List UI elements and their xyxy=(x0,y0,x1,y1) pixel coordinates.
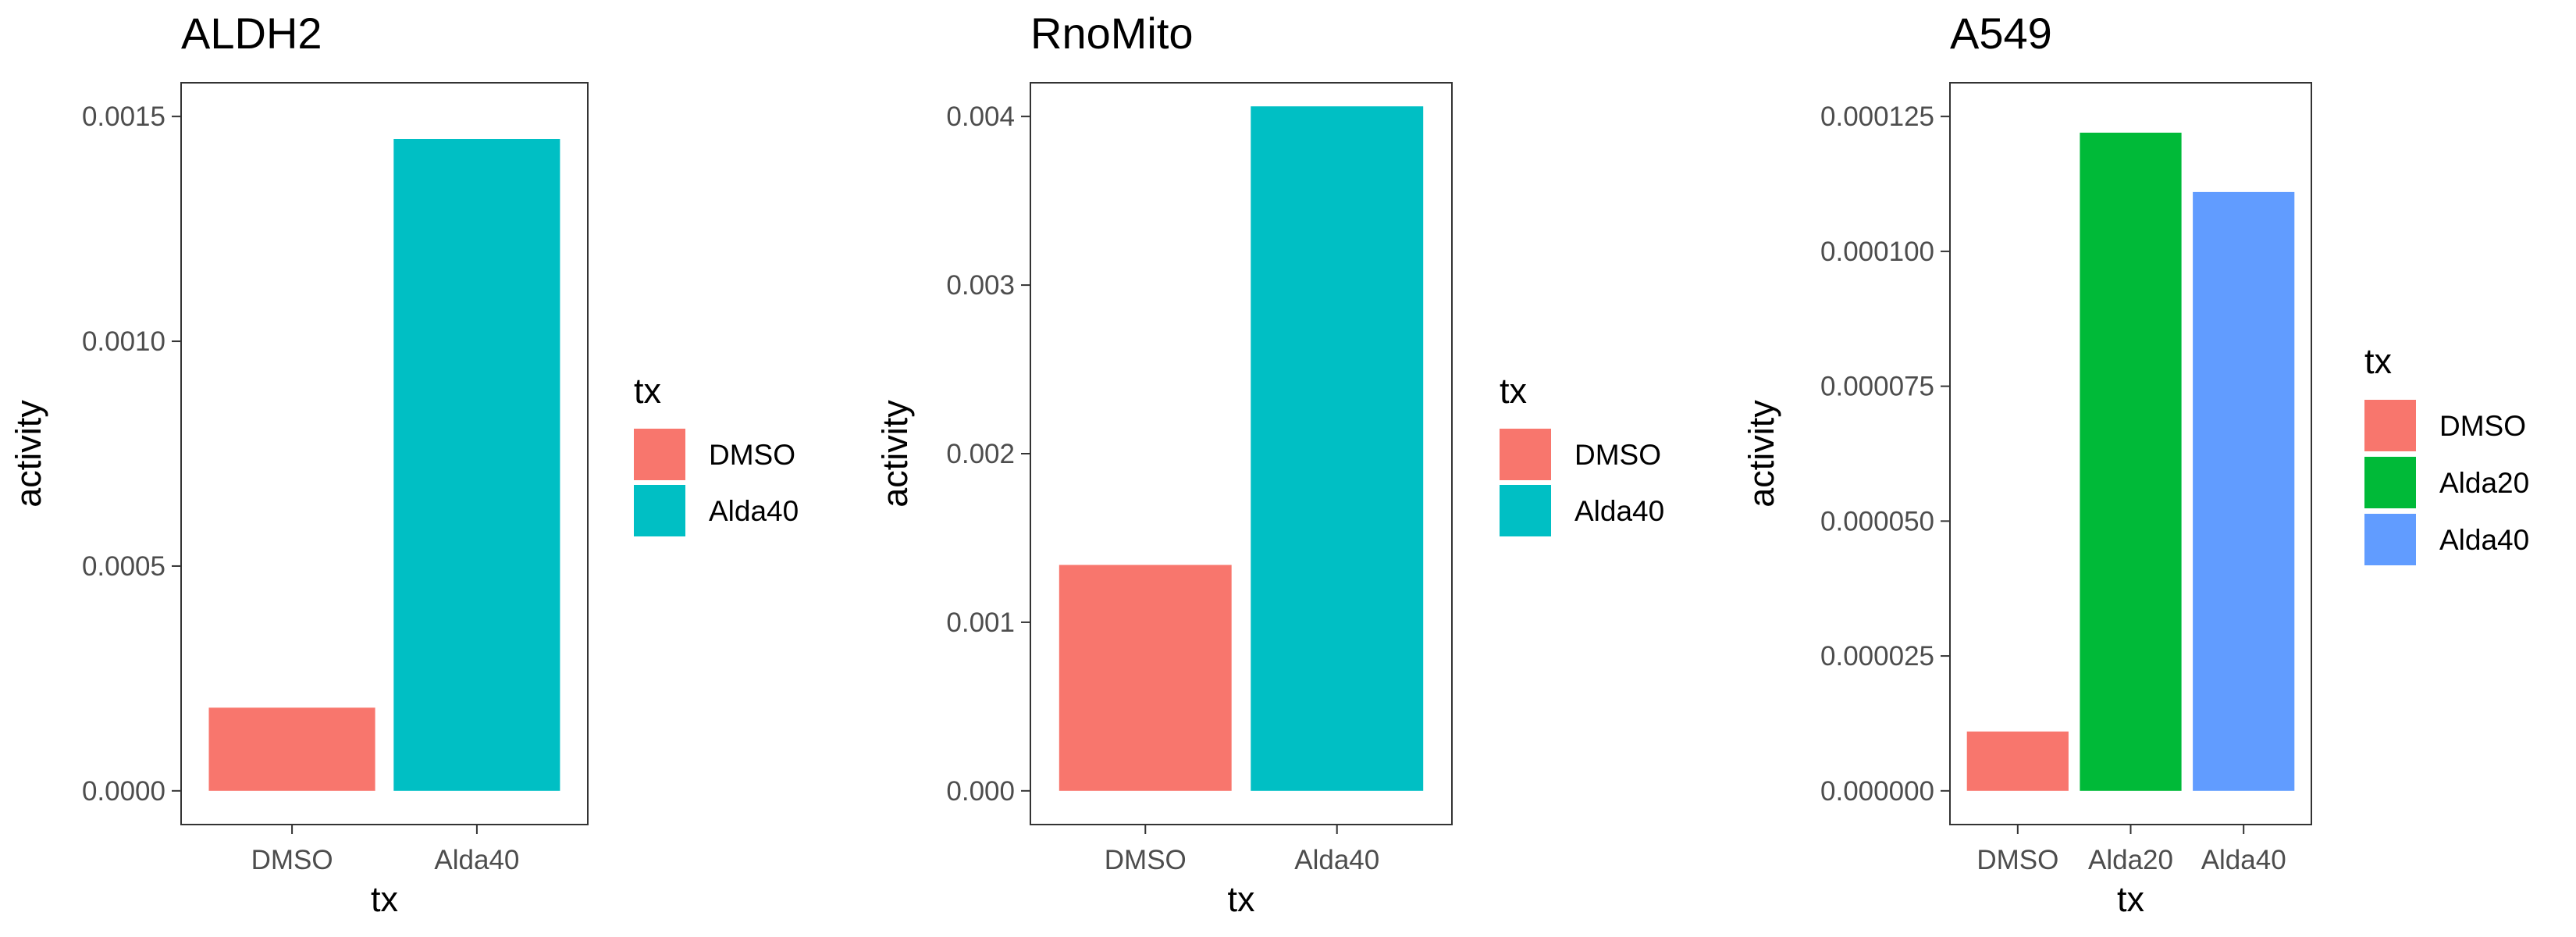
x-axis-title: tx xyxy=(1227,879,1255,919)
legend-label: DMSO xyxy=(1574,439,1661,471)
x-tick-label: Alda40 xyxy=(2201,845,2286,875)
chart-title: A549 xyxy=(1950,9,2052,58)
chart-title: RnoMito xyxy=(1030,9,1194,58)
bar-dmso xyxy=(1966,731,2069,791)
x-tick-label: Alda40 xyxy=(434,845,519,875)
y-tick-label: 0.001 xyxy=(946,607,1015,638)
legend-label: DMSO xyxy=(2439,410,2526,442)
legend-label: Alda40 xyxy=(1574,495,1664,527)
legend-key-dmso xyxy=(634,429,685,480)
legend-key-alda40 xyxy=(1500,485,1551,536)
legend-label: DMSO xyxy=(709,439,795,471)
chart-title: ALDH2 xyxy=(181,9,322,58)
y-tick-label: 0.000 xyxy=(946,776,1015,807)
y-axis-title: activity xyxy=(875,400,915,508)
bar-dmso xyxy=(208,707,375,791)
y-tick-label: 0.0015 xyxy=(82,102,165,132)
bar-dmso xyxy=(1059,565,1232,791)
y-tick-label: 0.000100 xyxy=(1820,237,1934,267)
y-axis-title: activity xyxy=(9,400,48,508)
legend-key-alda40 xyxy=(2364,514,2416,565)
legend-key-alda40 xyxy=(634,485,685,536)
y-tick-label: 0.004 xyxy=(946,102,1015,132)
y-tick-label: 0.000050 xyxy=(1820,506,1934,536)
legend-label: Alda20 xyxy=(2439,467,2529,499)
legend-label: Alda40 xyxy=(2439,524,2529,556)
x-tick-label: Alda20 xyxy=(2088,845,2173,875)
bar-alda40 xyxy=(1251,106,1424,791)
y-axis-title: activity xyxy=(1742,400,1781,508)
panel-border xyxy=(180,82,589,825)
legend-key-dmso xyxy=(1500,429,1551,480)
x-axis-title: tx xyxy=(2117,879,2145,919)
legend-title: tx xyxy=(2364,341,2393,381)
bar-alda20 xyxy=(2080,132,2182,791)
x-tick-label: DMSO xyxy=(1105,845,1187,875)
bar-alda40 xyxy=(393,139,560,791)
x-tick-label: DMSO xyxy=(251,845,333,875)
y-tick-label: 0.0000 xyxy=(82,776,165,807)
y-tick-label: 0.000125 xyxy=(1820,102,1934,132)
y-tick-label: 0.000025 xyxy=(1820,641,1934,672)
legend-title: tx xyxy=(1500,371,1528,411)
legend-title: tx xyxy=(634,371,662,411)
legend-key-dmso xyxy=(2364,400,2416,451)
y-tick-label: 0.000075 xyxy=(1820,372,1934,402)
y-tick-label: 0.000000 xyxy=(1820,776,1934,807)
y-tick-label: 0.0010 xyxy=(82,326,165,357)
x-tick-label: Alda40 xyxy=(1294,845,1379,875)
x-tick-label: DMSO xyxy=(1976,845,2058,875)
y-tick-label: 0.002 xyxy=(946,439,1015,469)
y-tick-label: 0.003 xyxy=(946,270,1015,301)
y-tick-label: 0.0005 xyxy=(82,551,165,582)
bar-alda40 xyxy=(2193,191,2295,791)
x-axis-title: tx xyxy=(371,879,399,919)
legend-label: Alda40 xyxy=(709,495,799,527)
legend-key-alda20 xyxy=(2364,457,2416,508)
